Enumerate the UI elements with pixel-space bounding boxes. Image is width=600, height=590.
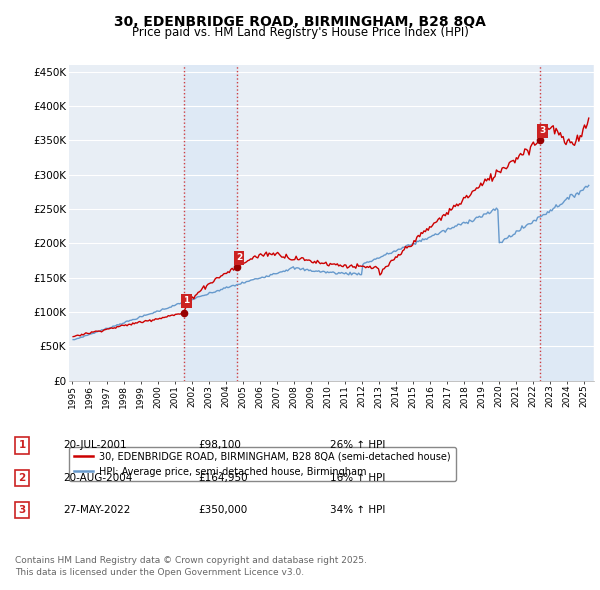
- Text: £164,950: £164,950: [198, 473, 248, 483]
- Text: 20-JUL-2001: 20-JUL-2001: [63, 441, 127, 450]
- Text: 26% ↑ HPI: 26% ↑ HPI: [330, 441, 385, 450]
- Text: 3: 3: [19, 506, 26, 515]
- Text: 20-AUG-2004: 20-AUG-2004: [63, 473, 133, 483]
- Text: 16% ↑ HPI: 16% ↑ HPI: [330, 473, 385, 483]
- Text: 27-MAY-2022: 27-MAY-2022: [63, 506, 130, 515]
- Text: 1: 1: [19, 441, 26, 450]
- Text: 34% ↑ HPI: 34% ↑ HPI: [330, 506, 385, 515]
- Bar: [539, 65, 592, 381]
- Text: 2: 2: [236, 253, 242, 263]
- Text: £98,100: £98,100: [198, 441, 241, 450]
- Legend: 30, EDENBRIDGE ROAD, BIRMINGHAM, B28 8QA (semi-detached house), HPI: Average pri: 30, EDENBRIDGE ROAD, BIRMINGHAM, B28 8QA…: [69, 447, 455, 481]
- Text: £350,000: £350,000: [198, 506, 247, 515]
- Text: 3: 3: [539, 126, 545, 135]
- Text: 1: 1: [184, 296, 190, 306]
- Text: 2: 2: [19, 473, 26, 483]
- Text: 30, EDENBRIDGE ROAD, BIRMINGHAM, B28 8QA: 30, EDENBRIDGE ROAD, BIRMINGHAM, B28 8QA: [114, 15, 486, 29]
- Text: Contains HM Land Registry data © Crown copyright and database right 2025.
This d: Contains HM Land Registry data © Crown c…: [15, 556, 367, 577]
- Text: Price paid vs. HM Land Registry's House Price Index (HPI): Price paid vs. HM Land Registry's House …: [131, 26, 469, 39]
- Bar: [184, 65, 236, 381]
